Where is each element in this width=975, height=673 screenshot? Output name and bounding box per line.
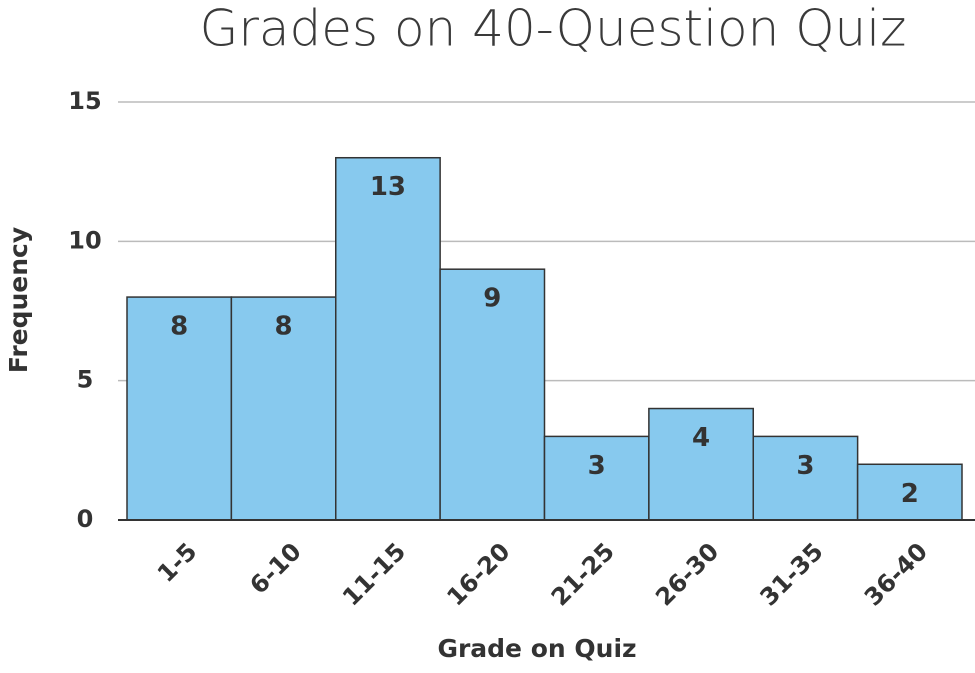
y-tick-label: 10	[68, 226, 101, 254]
data-label: 9	[483, 284, 501, 314]
x-axis-title: Grade on Quiz	[437, 634, 636, 663]
x-tick-label: 31-35	[755, 537, 829, 611]
bar	[126, 296, 233, 521]
data-label: 2	[901, 479, 919, 509]
data-label: 8	[275, 312, 293, 342]
x-tick-label: 21-25	[546, 537, 620, 611]
bar	[856, 463, 963, 521]
y-tick-label: 15	[68, 87, 101, 115]
data-label: 3	[588, 451, 606, 481]
y-axis-title: Frequency	[4, 227, 33, 373]
y-tick-label: 0	[77, 505, 94, 533]
bar	[439, 268, 546, 521]
x-tick-label: 36-40	[859, 537, 933, 611]
data-label: 13	[370, 172, 406, 202]
chart-title: Grades on 40-Question Quiz	[200, 0, 907, 58]
bar	[543, 435, 650, 521]
bar	[335, 156, 441, 521]
x-tick-label: 6-10	[244, 537, 306, 599]
bar	[648, 407, 754, 521]
data-label: 4	[692, 423, 710, 453]
x-tick-label: 26-30	[650, 537, 724, 611]
x-tick-label: 16-20	[441, 537, 515, 611]
data-label: 3	[796, 451, 814, 481]
x-tick-label: 1-5	[152, 537, 202, 587]
bar	[752, 435, 859, 521]
data-label: 8	[170, 312, 188, 342]
x-tick-label: 11-15	[337, 537, 411, 611]
y-tick-label: 5	[77, 366, 94, 394]
